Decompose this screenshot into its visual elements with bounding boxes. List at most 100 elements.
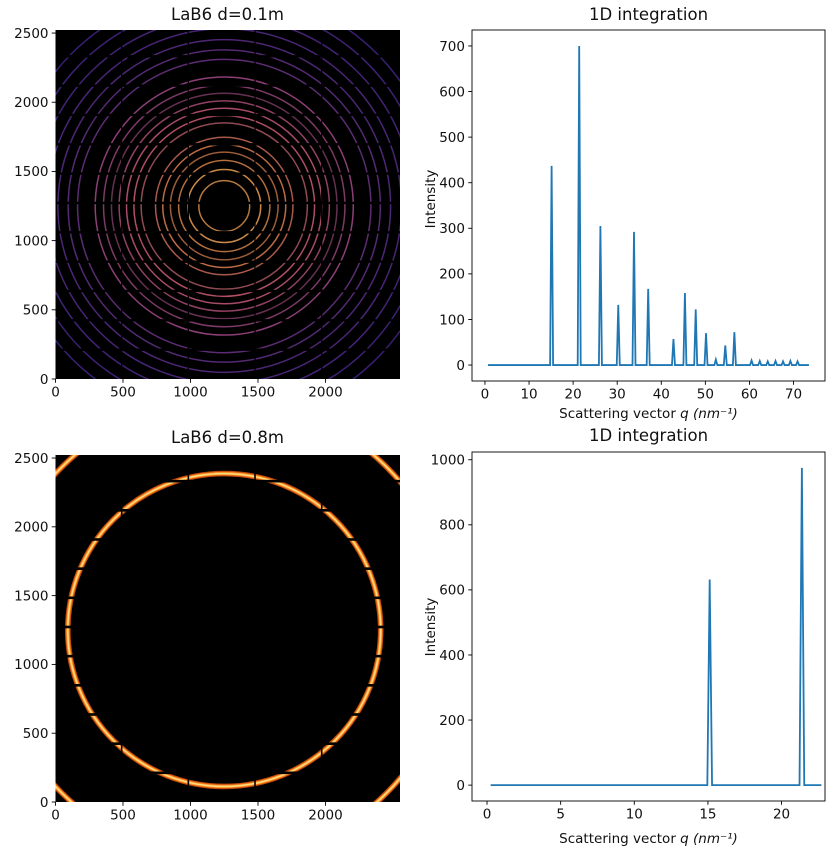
y-axis-label-integration-01m: Intensity bbox=[423, 169, 439, 229]
integration-d01m-x-tick-label: 30 bbox=[609, 387, 626, 403]
integration-d08m-x-tick-label: 5 bbox=[556, 807, 565, 823]
x-axis-label-math: q (nm⁻¹) bbox=[680, 406, 738, 422]
detector-d08m-module-gap-horizontal bbox=[55, 713, 400, 716]
detector-d08m-y-tick-label: 1500 bbox=[14, 588, 48, 604]
detector-d01m-module-gap-horizontal bbox=[55, 113, 400, 117]
detector-d01m-y-tick-label: 1000 bbox=[14, 233, 48, 249]
detector-d01m-module-gap-horizontal bbox=[55, 55, 400, 58]
subplot-title-integration-01m: 1D integration bbox=[588, 5, 709, 24]
detector-d08m-x-tick-label: 0 bbox=[51, 808, 60, 824]
x-axis-label-integration-01m: Scattering vector q (nm⁻¹) bbox=[472, 406, 825, 422]
detector-d08m-module-gap-horizontal bbox=[55, 596, 400, 600]
detector-d08m-y-tick-label: 0 bbox=[40, 795, 49, 811]
detector-d08m-module-gap-horizontal bbox=[55, 479, 400, 483]
detector-d01m-y-tick-label: 2000 bbox=[14, 95, 48, 111]
integration-d08m-x-tick-label: 15 bbox=[699, 807, 716, 823]
detector-d01m-y-tick-label: 2500 bbox=[14, 26, 48, 42]
integration-d01m-x-tick-label: 0 bbox=[481, 387, 490, 403]
detector-d01m-ring bbox=[67, 49, 382, 363]
integration-d01m-y-tick-label: 600 bbox=[439, 84, 465, 100]
detector-d08m-x-tick-label: 1000 bbox=[173, 808, 207, 824]
detector-d01m-module-gap-horizontal bbox=[55, 143, 400, 146]
integration-d08m-axes-box bbox=[471, 451, 826, 802]
detector-d01m-module-gap-horizontal bbox=[55, 319, 400, 322]
detector-d01m-module-gap-horizontal bbox=[55, 84, 400, 87]
detector-d01m-module-gap-vertical bbox=[254, 30, 256, 379]
integration-d01m-y-tick-label: 400 bbox=[439, 176, 465, 192]
integration-d08m-x-tick-label: 20 bbox=[773, 807, 790, 823]
integration-d01m-x-tick-label: 10 bbox=[520, 387, 537, 403]
detector-d08m-ring bbox=[66, 472, 382, 788]
detector-d01m-x-tick-label: 2000 bbox=[308, 385, 342, 401]
subplot-title-detector-01m: LaB6 d=0.1m bbox=[171, 5, 284, 24]
integration-d01m-y-tick-label: 700 bbox=[439, 39, 465, 55]
integration-d08m-y-tick-label: 0 bbox=[456, 778, 465, 794]
detector-d08m-diffraction-rings bbox=[55, 455, 400, 802]
detector-d01m-y-tick-label: 500 bbox=[23, 303, 49, 319]
integration-d08m-x-tick-label: 10 bbox=[626, 807, 643, 823]
x-axis-label-text: Scattering vector bbox=[559, 406, 681, 422]
detector-d01m-module-gap-horizontal bbox=[55, 260, 400, 263]
integration-d08m-y-tick-label: 600 bbox=[439, 583, 465, 599]
integration-d01m-x-tick-label: 50 bbox=[697, 387, 714, 403]
detector-d08m-y-tick-label: 2500 bbox=[14, 451, 48, 467]
x-axis-label-math: q (nm⁻¹) bbox=[680, 831, 738, 847]
detector-d08m-module-gap-vertical bbox=[187, 455, 190, 802]
detector-d01m-ring bbox=[154, 136, 294, 276]
detector-d08m-y-tick-label: 500 bbox=[23, 726, 49, 742]
integration-d01m-y-tick-label: 100 bbox=[439, 312, 465, 328]
detector-d08m-module-gap-vertical bbox=[254, 455, 256, 802]
integration-d01m-y-tick-label: 300 bbox=[439, 221, 465, 237]
detector-d08m-module-gap-horizontal bbox=[55, 654, 400, 658]
detector-d01m-module-gap-horizontal bbox=[55, 201, 400, 205]
integration-d01m-x-tick-label: 70 bbox=[785, 387, 802, 403]
detector-d08m-module-gap-horizontal bbox=[55, 684, 400, 687]
detector-d01m-module-gap-vertical bbox=[120, 30, 123, 379]
detector-d01m-x-tick-label: 1500 bbox=[241, 385, 275, 401]
integration-d01m-x-tick-label: 40 bbox=[653, 387, 670, 403]
integration-d08m-y-tick-label: 400 bbox=[439, 648, 465, 664]
detector-d01m-module-gap-vertical bbox=[187, 30, 189, 379]
integration-d08m-y-tick-label: 1000 bbox=[431, 453, 465, 469]
detector-d01m-ring bbox=[110, 92, 338, 320]
detector-d08m-y-tick-label: 1000 bbox=[14, 657, 48, 673]
integration-d01m-axes-box bbox=[471, 29, 826, 382]
integration-d08m-x-tick-label: 0 bbox=[483, 807, 492, 823]
detector-d01m-ring bbox=[76, 58, 372, 354]
integration-d01m-x-tick-label: 60 bbox=[741, 387, 758, 403]
detector-d01m-x-tick-label: 0 bbox=[51, 385, 60, 401]
detector-d08m-module-gap-horizontal bbox=[55, 538, 400, 541]
integration-d01m-y-tick-label: 200 bbox=[439, 267, 465, 283]
detector-d08m-module-gap-vertical bbox=[320, 455, 323, 802]
detector-d08m-module-gap-horizontal bbox=[55, 567, 400, 570]
integration-d01m-y-tick-label: 0 bbox=[456, 358, 465, 374]
detector-d01m-module-gap-horizontal bbox=[55, 289, 400, 293]
detector-d01m-module-gap-horizontal bbox=[55, 348, 400, 351]
detector-d08m-x-tick-label: 500 bbox=[110, 808, 136, 824]
detector-d08m-module-gap-vertical bbox=[120, 455, 123, 802]
detector-d01m-y-tick-label: 0 bbox=[40, 372, 49, 388]
integration-d01m-x-tick-label: 20 bbox=[565, 387, 582, 403]
integration-d08m-y-tick-label: 800 bbox=[439, 518, 465, 534]
detector-d08m-y-tick-label: 2000 bbox=[14, 520, 48, 536]
detector-d01m-ring bbox=[118, 100, 331, 312]
detector-d01m-y-tick-label: 1500 bbox=[14, 164, 48, 180]
detector-d01m-ring bbox=[94, 76, 355, 336]
detector-d01m-module-gap-vertical bbox=[321, 30, 323, 379]
x-axis-label-integration-08m: Scattering vector q (nm⁻¹) bbox=[472, 831, 825, 847]
detector-d01m-x-tick-label: 500 bbox=[110, 385, 136, 401]
detector-d08m-module-gap-horizontal bbox=[55, 771, 400, 775]
integration-d01m-y-tick-label: 500 bbox=[439, 130, 465, 146]
detector-d01m-module-gap-horizontal bbox=[55, 172, 400, 175]
detector-d08m-module-gap-horizontal bbox=[55, 509, 400, 512]
detector-d08m-x-tick-label: 1500 bbox=[241, 808, 275, 824]
detector-d08m-module-gap-horizontal bbox=[55, 625, 400, 629]
detector-d01m-ring bbox=[169, 151, 279, 261]
detector-d01m-diffraction-rings bbox=[55, 30, 400, 379]
detector-d01m-ring bbox=[177, 159, 271, 253]
y-axis-label-integration-08m: Intensity bbox=[423, 597, 439, 657]
detector-d08m-module-gap-horizontal bbox=[55, 742, 400, 745]
detector-d08m-image-background bbox=[55, 455, 400, 802]
